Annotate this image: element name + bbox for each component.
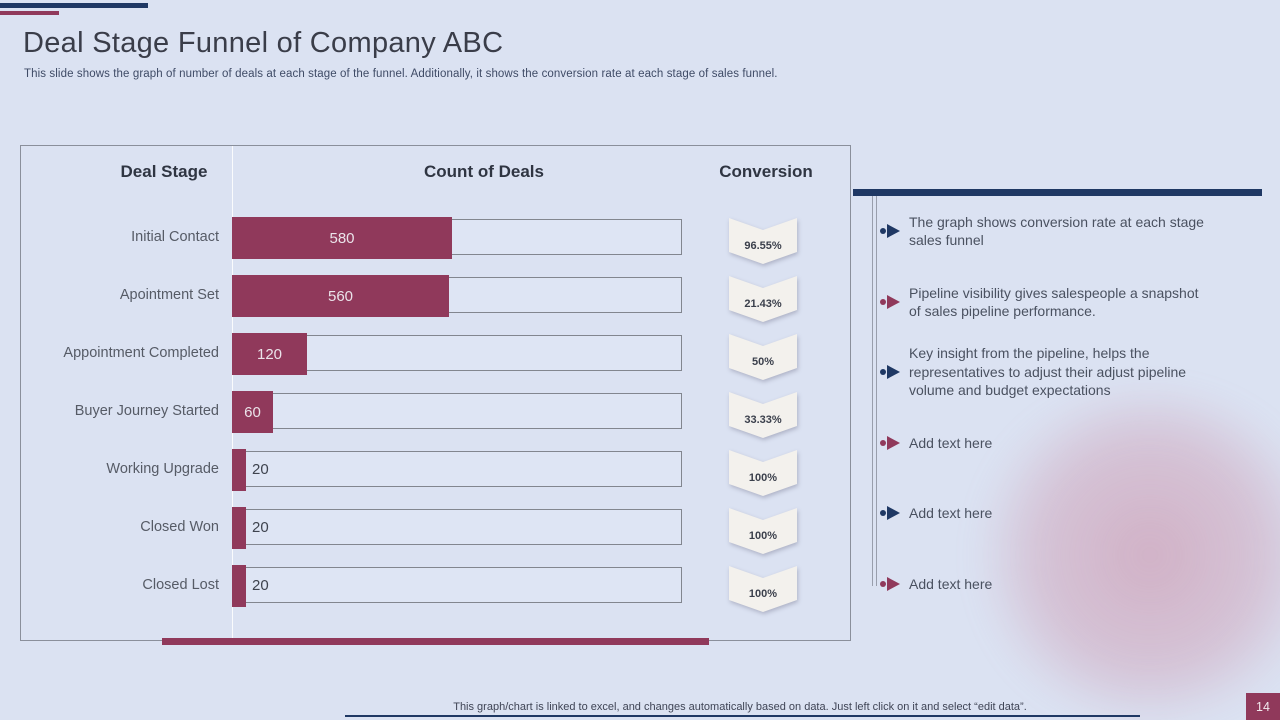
bullet-item: Add text here: [880, 425, 1209, 461]
table-row: Working Upgrade 20 100%: [21, 449, 850, 496]
bullet-text: Add text here: [909, 434, 993, 451]
deal-count-bar-track: 20: [232, 565, 682, 607]
bullet-text: Key insight from the pipeline, helps the…: [909, 345, 1187, 399]
conversion-value: 96.55%: [744, 240, 782, 252]
page-number-badge: 14: [1246, 693, 1280, 720]
bullet-item: Key insight from the pipeline, helps the…: [880, 345, 1209, 399]
conversion-value: 100%: [748, 588, 778, 600]
deal-count-bar-track: 20: [232, 507, 682, 549]
bullet-triangle-icon: [887, 295, 900, 309]
deal-count-bar-track: 560: [232, 275, 682, 317]
deal-count-value: 20: [252, 460, 269, 478]
deal-count-bar: 60: [232, 391, 273, 433]
conversion-value: 100%: [748, 472, 778, 484]
table-row: Appointment Completed 120 50%: [21, 333, 850, 380]
deal-count-value: 20: [252, 518, 269, 536]
conversion-badge: 50%: [729, 334, 797, 380]
table-underline: [162, 638, 709, 645]
bullet-item: Add text here: [880, 495, 1209, 531]
deal-count-bar-track: 60: [232, 391, 682, 433]
deal-stage-label: Working Upgrade: [106, 461, 219, 477]
deal-count-bar: [232, 565, 246, 607]
bullet-triangle-icon: [887, 436, 900, 450]
conversion-value: 21.43%: [744, 298, 782, 310]
column-header-deal-stage: Deal Stage: [120, 162, 208, 181]
deal-count-value: 60: [244, 403, 261, 421]
deal-count-bar: [232, 449, 246, 491]
conversion-badge: 100%: [729, 566, 797, 612]
bullet-dot-icon: [880, 581, 886, 587]
bullet-triangle-icon: [887, 224, 900, 238]
bullet-item: Pipeline visibility gives salespeople a …: [880, 275, 1209, 329]
column-header-count-of-deals: Count of Deals: [424, 162, 544, 181]
deal-stage-label: Initial Contact: [131, 229, 219, 245]
slide-title: Deal Stage Funnel of Company ABC: [23, 27, 504, 59]
deal-count-bar: 560: [232, 275, 449, 317]
bullet-arrow-icon: [880, 365, 900, 379]
deal-count-bar-track: 20: [232, 449, 682, 491]
deal-count-value: 120: [256, 345, 283, 363]
decorative-blob: [970, 390, 1280, 720]
conversion-value: 100%: [748, 530, 778, 542]
deal-count-bar-track: 580: [232, 217, 682, 259]
insights-accent-bar: [853, 189, 1262, 196]
bullet-text: Pipeline visibility gives salespeople a …: [909, 284, 1199, 320]
table-row: Initial Contact 580 96.55%: [21, 217, 850, 264]
bullet-text: The graph shows conversion rate at each …: [909, 213, 1204, 249]
bullet-dot-icon: [880, 369, 886, 375]
accent-line-maroon: [0, 11, 59, 15]
funnel-table: Deal Stage Count of Deals Conversion Ini…: [20, 145, 851, 641]
table-row: Closed Won 20 100%: [21, 507, 850, 554]
slide-subtitle: This slide shows the graph of number of …: [24, 68, 778, 80]
deal-count-bar: 120: [232, 333, 307, 375]
conversion-badge: 100%: [729, 450, 797, 496]
column-header-conversion: Conversion: [719, 162, 813, 181]
table-row: Buyer Journey Started 60 33.33%: [21, 391, 850, 438]
table-row: Closed Lost 20 100%: [21, 565, 850, 612]
table-row: Apointment Set 560 21.43%: [21, 275, 850, 322]
bullet-arrow-icon: [880, 295, 900, 309]
bullet-dot-icon: [880, 510, 886, 516]
bullet-text: Add text here: [909, 575, 993, 592]
deal-count-bar-track: 120: [232, 333, 682, 375]
bullet-arrow-icon: [880, 436, 900, 450]
deal-count-value: 580: [329, 229, 355, 247]
bullet-dot-icon: [880, 228, 886, 234]
deal-count-bar: [232, 507, 246, 549]
deal-stage-label: Appointment Completed: [63, 345, 219, 361]
bullet-text: Add text here: [909, 504, 993, 521]
conversion-badge: 96.55%: [729, 218, 797, 264]
conversion-value: 33.33%: [744, 414, 782, 426]
deal-count-bar: 580: [232, 217, 452, 259]
conversion-badge: 100%: [729, 508, 797, 554]
bullet-arrow-icon: [880, 577, 900, 591]
deal-count-value: 20: [252, 576, 269, 594]
bullet-item: Add text here: [880, 566, 1209, 602]
bullet-triangle-icon: [887, 506, 900, 520]
bullet-dot-icon: [880, 299, 886, 305]
deal-stage-label: Buyer Journey Started: [74, 403, 219, 419]
bullet-item: The graph shows conversion rate at each …: [880, 204, 1209, 258]
deal-stage-label: Closed Lost: [142, 577, 219, 593]
bullet-arrow-icon: [880, 224, 900, 238]
accent-line-navy: [0, 3, 148, 8]
deal-stage-label: Closed Won: [140, 519, 219, 535]
conversion-badge: 33.33%: [729, 392, 797, 438]
bullet-dot-icon: [880, 440, 886, 446]
bullet-triangle-icon: [887, 365, 900, 379]
deal-stage-label: Apointment Set: [119, 287, 219, 303]
conversion-value: 50%: [751, 356, 775, 368]
deal-count-value: 560: [327, 287, 354, 305]
conversion-badge: 21.43%: [729, 276, 797, 322]
footer-underline: [345, 715, 1140, 717]
bullet-arrow-icon: [880, 506, 900, 520]
insights-divider: [872, 196, 877, 586]
bullet-triangle-icon: [887, 577, 900, 591]
footer-note: This graph/chart is linked to excel, and…: [453, 701, 1027, 713]
